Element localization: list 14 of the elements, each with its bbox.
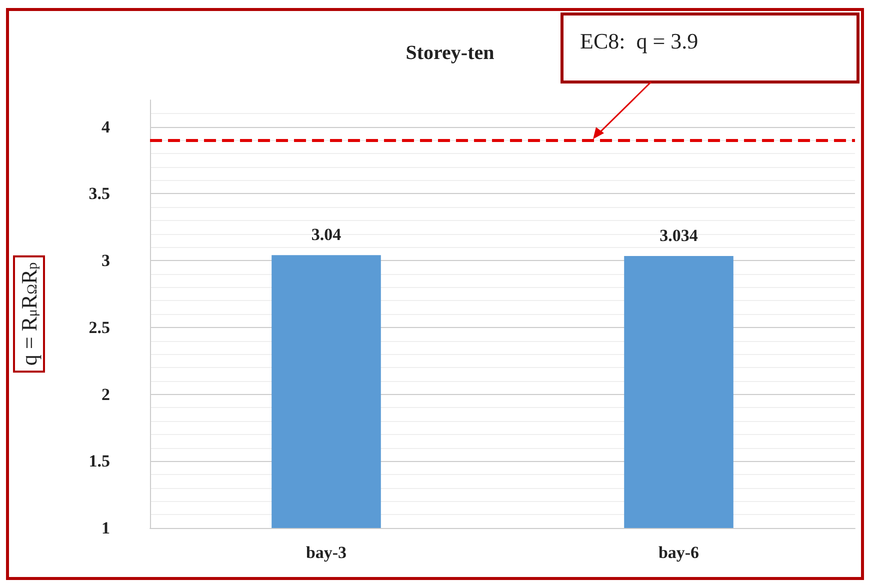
y-tick-label: 2.5 [88, 318, 110, 337]
ref-line-label: EC8: q = 3.9 [580, 28, 698, 54]
x-tick-label: bay-6 [658, 543, 700, 562]
chart-title: Storey-ten [406, 42, 494, 64]
y-tick-label: 1.5 [88, 452, 110, 471]
data-label: 3.04 [311, 225, 342, 244]
y-tick-label: 2 [102, 384, 110, 404]
y-tick-label: 3 [102, 251, 110, 270]
y-tick-label: 4 [102, 117, 110, 136]
x-tick-label: bay-3 [306, 543, 347, 562]
y-axis-title: q = RμRΩRp [16, 262, 42, 366]
y-tick-label: 3.5 [88, 184, 110, 204]
y-tick-label: 1 [102, 518, 110, 538]
data-label: 3.034 [660, 226, 698, 245]
